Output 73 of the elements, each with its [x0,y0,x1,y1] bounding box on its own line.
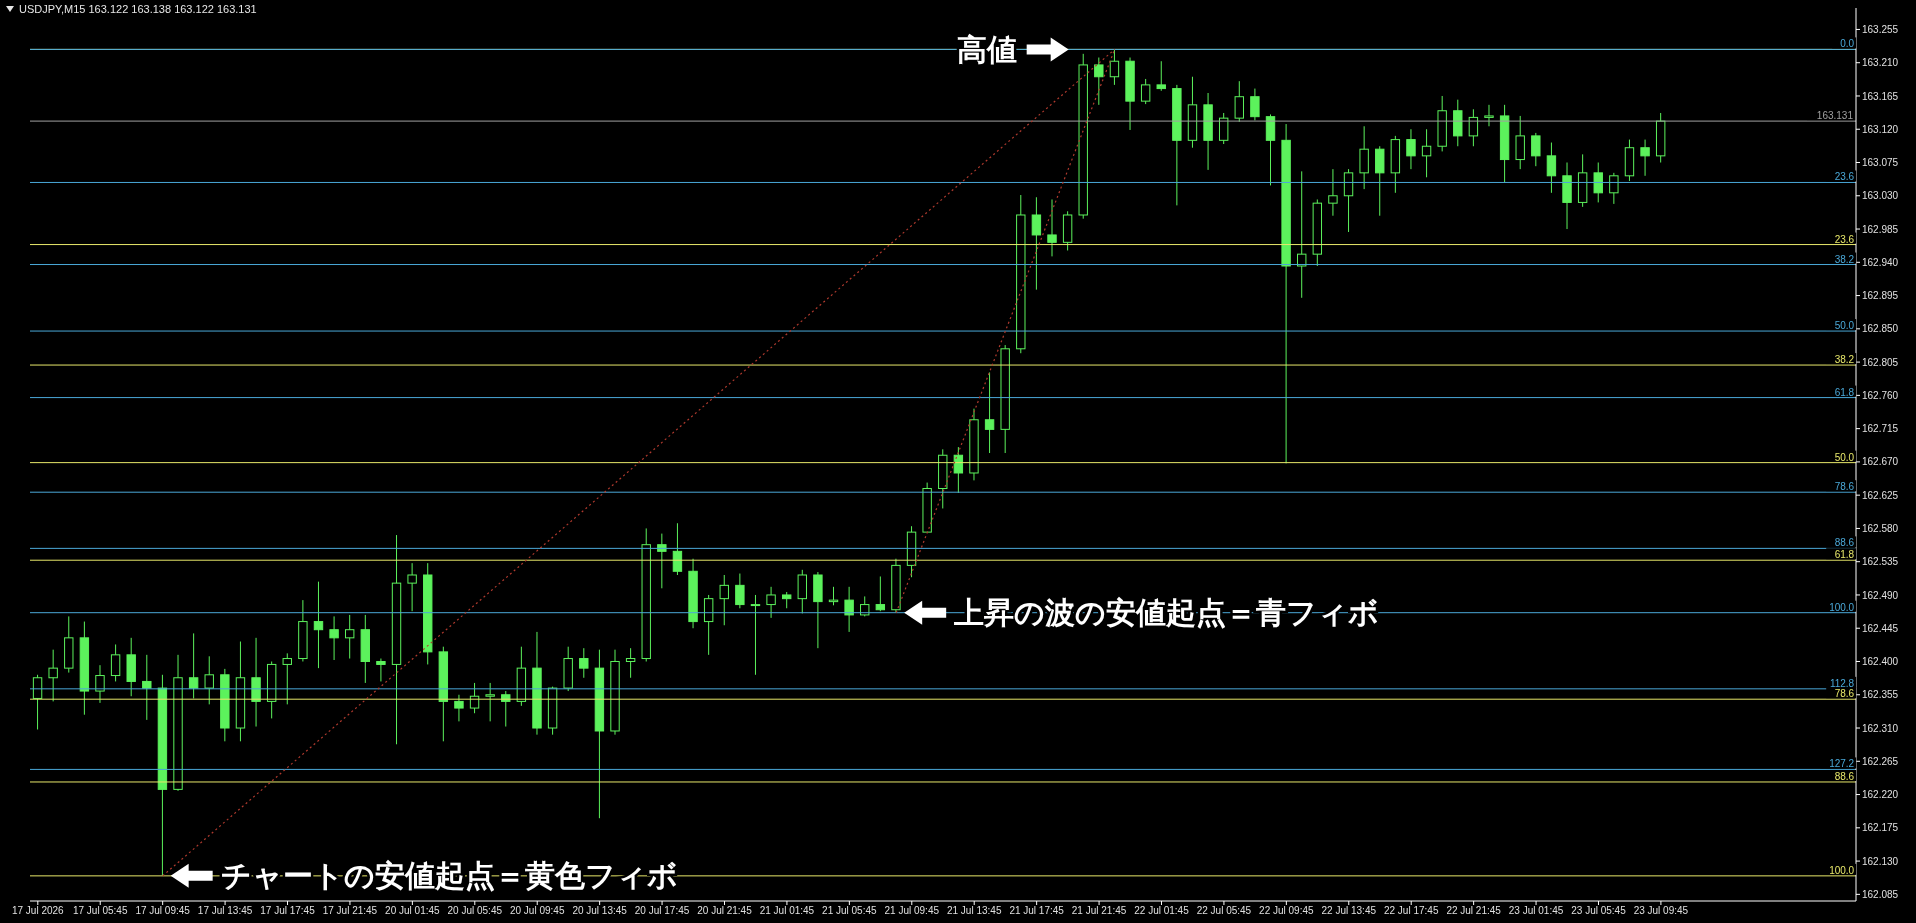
annotation: 127.2 [1829,758,1855,770]
annotation: 100.0 [1829,864,1855,876]
y-tick-label: 162.805 [1862,356,1899,368]
y-tick-label: 162.940 [1862,256,1899,268]
chart-title: USDJPY,M15 163.122 163.138 163.122 163.131 [19,3,257,15]
y-tick-label: 162.760 [1862,389,1899,401]
y-tick-label: 162.670 [1862,456,1899,468]
x-tick-label: 21 Jul 17:45 [1009,905,1065,917]
annotation: 38.2 [1834,253,1855,265]
y-tick-label: 162.085 [1862,888,1899,900]
x-tick-label: 20 Jul 21:45 [697,905,753,917]
annotation: 88.6 [1834,537,1855,549]
annotation: 0.0 [1840,38,1855,50]
x-tick-label: 20 Jul 01:45 [385,905,441,917]
y-tick-label: 162.310 [1862,722,1899,734]
annotation: 78.6 [1834,481,1855,493]
x-tick-label: 22 Jul 17:45 [1383,905,1439,917]
y-tick-label: 162.850 [1862,323,1899,335]
annotation: 23.6 [1834,233,1855,245]
y-tick-label: 163.075 [1862,157,1899,169]
annotation: 78.6 [1834,688,1855,700]
x-tick-label: 21 Jul 05:45 [822,905,878,917]
y-tick-label: 163.120 [1862,123,1899,135]
y-tick-label: 163.030 [1862,190,1899,202]
annotation: 88.6 [1834,770,1855,782]
y-tick-label: 162.445 [1862,622,1899,634]
y-tick-label: 162.535 [1862,556,1899,568]
x-tick-label: 17 Jul 05:45 [72,905,128,917]
x-tick-label: 23 Jul 09:45 [1633,905,1689,917]
x-tick-label: 22 Jul 01:45 [1134,905,1190,917]
x-tick-label: 21 Jul 09:45 [884,905,940,917]
x-tick-label: 20 Jul 13:45 [572,905,628,917]
annotation: 61.8 [1834,549,1855,561]
y-tick-label: 162.220 [1862,789,1899,801]
annotation: 38.2 [1834,354,1855,366]
x-tick-label: 17 Jul 13:45 [197,905,253,917]
x-tick-label: 22 Jul 13:45 [1321,905,1377,917]
annotation: 50.0 [1834,451,1855,463]
y-tick-label: 162.265 [1862,755,1899,767]
x-tick-label: 17 Jul 2026 [11,905,65,917]
ref-line-label: 163.131 [1816,110,1854,122]
y-tick-label: 162.580 [1862,522,1899,534]
x-tick-label: 21 Jul 13:45 [946,905,1002,917]
y-tick-label: 163.210 [1862,57,1899,69]
y-tick-label: 162.895 [1862,290,1899,302]
y-tick-label: 163.165 [1862,90,1899,102]
annotation: 50.0 [1834,320,1855,332]
y-tick-label: 162.355 [1862,689,1899,701]
x-tick-label: 20 Jul 17:45 [634,905,690,917]
y-tick-label: 162.130 [1862,855,1899,867]
x-tick-label: 20 Jul 05:45 [447,905,503,917]
x-tick-label: 17 Jul 21:45 [322,905,378,917]
annotation: 61.8 [1834,386,1855,398]
x-tick-label: 21 Jul 21:45 [1071,905,1127,917]
y-tick-label: 162.985 [1862,223,1899,235]
x-tick-label: 23 Jul 05:45 [1571,905,1627,917]
x-tick-label: 22 Jul 09:45 [1259,905,1315,917]
annotation: 100.0 [1829,601,1855,613]
x-tick-label: 20 Jul 09:45 [509,905,565,917]
annotation: 23.6 [1834,171,1855,183]
annotation: 112.8 [1829,677,1855,689]
y-tick-label: 162.490 [1862,589,1899,601]
y-tick-label: 162.175 [1862,822,1899,834]
x-tick-label: 23 Jul 01:45 [1508,905,1564,917]
y-tick-label: 162.715 [1862,423,1899,435]
y-tick-label: 162.625 [1862,489,1899,501]
x-tick-label: 17 Jul 09:45 [135,905,191,917]
y-tick-label: 162.400 [1862,656,1899,668]
x-tick-label: 22 Jul 21:45 [1446,905,1502,917]
x-tick-label: 21 Jul 01:45 [759,905,815,917]
x-tick-label: 17 Jul 17:45 [260,905,316,917]
y-tick-label: 163.255 [1862,23,1899,35]
x-tick-label: 22 Jul 05:45 [1196,905,1252,917]
